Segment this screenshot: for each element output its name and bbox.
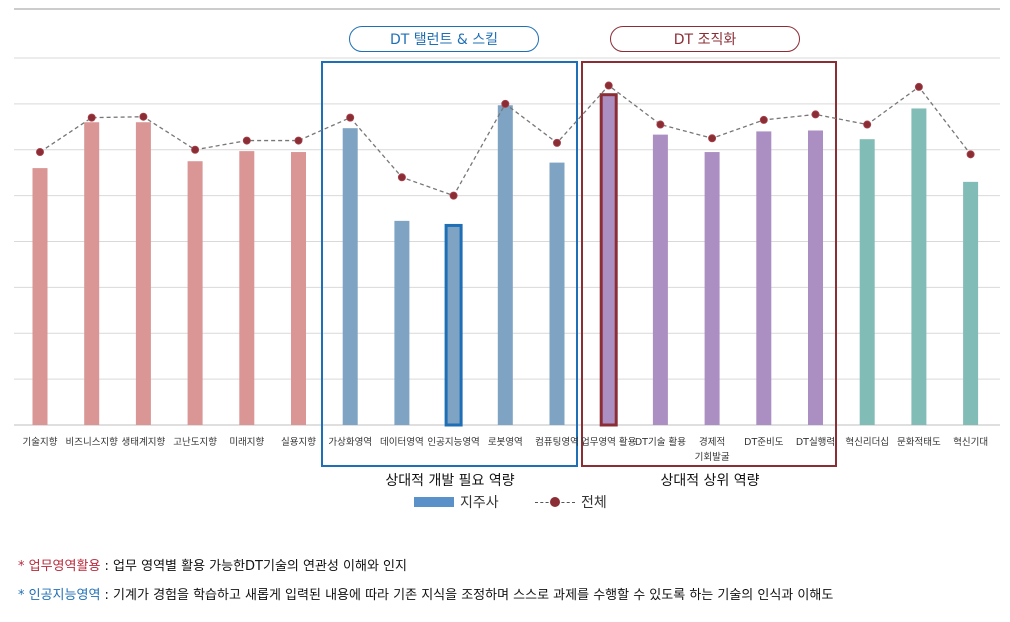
legend-bar-swatch xyxy=(414,497,454,507)
overall-point-9 xyxy=(501,99,510,108)
bar-18 xyxy=(963,181,979,425)
blue-group-box xyxy=(321,61,578,467)
bar-10 xyxy=(549,162,565,425)
x-tick-labels: 기술지향 비즈니스지향 생태계지향 고난도지향 미래지향 실용지향 가상화영역 데이터영역 인공… xyxy=(23,436,989,463)
legend-line-swatch xyxy=(535,496,575,508)
bar-4 xyxy=(239,151,255,425)
overall-point-2 xyxy=(139,112,148,121)
overall-point-3 xyxy=(191,145,200,154)
x-tick-label: 혁신기대 xyxy=(953,437,988,448)
overall-point-18 xyxy=(966,150,975,159)
footnote-work-area: * 업무영역활용 : 업무 영역별 활용 가능한DT기술의 연관성 이해와 인지 xyxy=(18,555,407,574)
x-tick-label: DT기술 활용 xyxy=(635,436,686,448)
x-tick-label: 인공지능영역 xyxy=(427,437,479,448)
x-tick-label: DT실행력 xyxy=(796,436,835,448)
red-group-box xyxy=(581,61,837,467)
overall-point-1 xyxy=(87,113,96,122)
bar-12 xyxy=(652,134,668,425)
overall-point-6 xyxy=(346,113,355,122)
bar-7 xyxy=(394,220,410,425)
bar-15 xyxy=(808,130,823,426)
bar-2 xyxy=(135,122,151,425)
x-tick-label: 컴퓨팅영역 xyxy=(535,436,579,448)
group-caption-development-needed: 상대적 개발 필요 역량 xyxy=(385,473,515,489)
bar-9 xyxy=(497,105,513,425)
footnote-term: 업무영역활용 xyxy=(28,559,101,574)
x-tick-label: 가상화영역 xyxy=(328,437,372,448)
x-tick-label: 미래지향 xyxy=(229,436,264,448)
legend-item-bar: 지주사 xyxy=(414,492,499,512)
footnote-text: : 업무 영역별 활용 가능한DT기술의 연관성 이해와 인지 xyxy=(100,559,407,574)
group-caption-relative-top: 상대적 상위 역량 xyxy=(660,473,760,489)
x-tick-label: 고난도지향 xyxy=(173,436,217,448)
bar-16 xyxy=(859,139,875,426)
chart: 기술지향 비즈니스지향 생태계지향 고난도지향 미래지향 실용지향 가상화영역 데이터영역 인공… xyxy=(14,8,1000,467)
bar-11 xyxy=(599,93,618,427)
group-title-dt-organization: DT 조직화 xyxy=(610,26,800,52)
footnote-ai-area: * 인공지능영역 : 기계가 경험을 학습하고 새롭게 입력된 내용에 따라 기… xyxy=(18,584,833,603)
bar-6 xyxy=(342,128,358,425)
bar-13 xyxy=(704,152,720,425)
x-tick-label: 경제적 기회발굴 xyxy=(695,436,730,463)
group-title-dt-talent: DT 탤런트 & 스킬 xyxy=(349,26,539,52)
legend-line-label: 전체 xyxy=(581,495,607,511)
bar-1 xyxy=(84,122,100,425)
x-tick-label: DT준비도 xyxy=(744,437,784,448)
overall-point-17 xyxy=(914,82,923,91)
x-tick-label: 기술지향 xyxy=(23,436,58,448)
x-tick-label: 데이터영역 xyxy=(380,437,424,448)
x-tick-label: 생태계지향 xyxy=(122,436,166,448)
overall-point-8 xyxy=(449,191,458,200)
x-tick-label: 혁신리더십 xyxy=(845,437,889,448)
overall-point-7 xyxy=(397,173,406,182)
overall-point-12 xyxy=(656,120,665,129)
overall-point-5 xyxy=(294,136,303,145)
bar-17 xyxy=(911,108,927,426)
x-tick-label: 로봇영역 xyxy=(488,437,523,448)
bar-14 xyxy=(756,131,772,425)
footnote-text: : 기계가 경험을 학습하고 새롭게 입력된 내용에 따라 기존 지식을 조정하… xyxy=(100,588,834,603)
bar-0 xyxy=(32,168,48,425)
overall-point-11 xyxy=(604,81,613,90)
overall-line xyxy=(36,81,975,200)
bar-3 xyxy=(187,161,203,425)
legend-bar-label: 지주사 xyxy=(460,495,499,511)
x-tick-label: 비즈니스지향 xyxy=(65,436,118,448)
overall-point-16 xyxy=(863,120,872,129)
x-tick-label: 문화적태도 xyxy=(897,436,941,448)
footnote-term: 인공지능영역 xyxy=(28,588,101,603)
legend-item-line: 전체 xyxy=(535,492,607,512)
overall-point-13 xyxy=(708,134,717,143)
footnote-star: * xyxy=(18,559,29,574)
footnote-star: * xyxy=(18,588,29,603)
overall-point-10 xyxy=(553,138,562,147)
x-tick-label: 실용지향 xyxy=(281,436,316,448)
overall-point-4 xyxy=(242,136,251,145)
overall-point-0 xyxy=(36,148,45,157)
bar-5 xyxy=(291,152,306,425)
overall-point-15 xyxy=(811,110,820,119)
bars xyxy=(32,93,979,427)
x-tick-label: 업무영역 활용 xyxy=(581,436,637,448)
overall-point-14 xyxy=(759,115,768,124)
bar-8 xyxy=(444,223,463,427)
